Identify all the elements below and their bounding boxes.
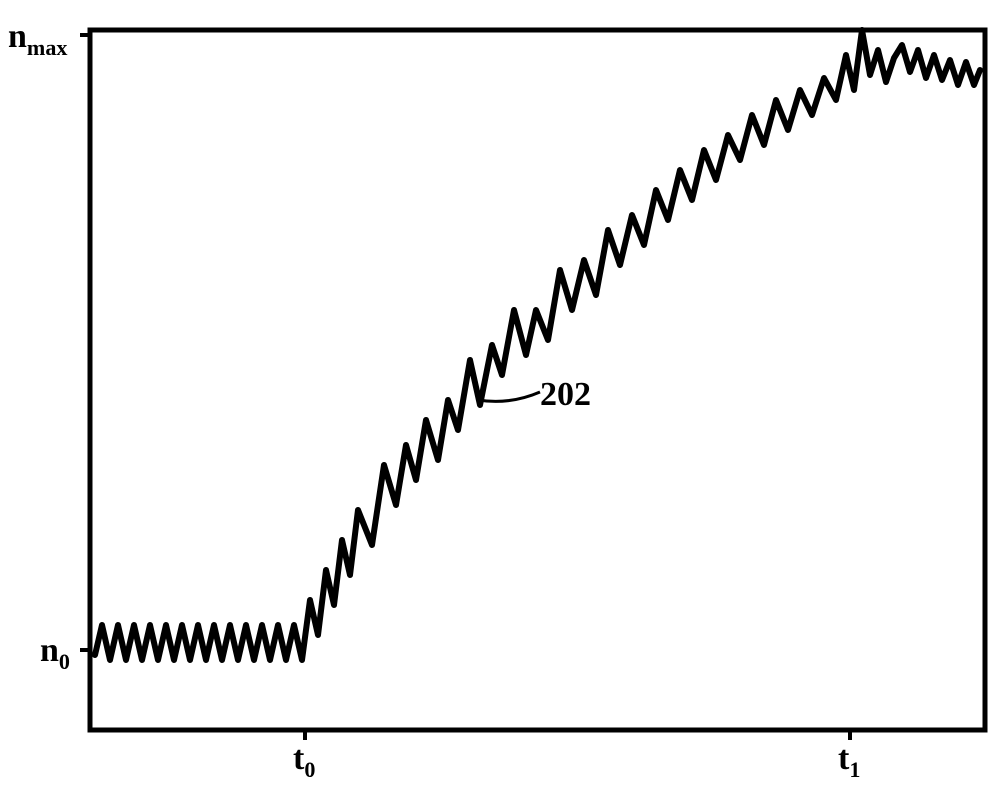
x-axis-label: t1 bbox=[838, 740, 860, 783]
y-axis-label: n0 bbox=[40, 632, 70, 675]
annotation-label: 202 bbox=[540, 376, 591, 414]
x-axis-label: t0 bbox=[293, 740, 315, 783]
chart-background bbox=[0, 0, 1000, 796]
chart-container: 202 n0 nmax t0 t1 bbox=[0, 0, 1000, 796]
y-axis-label: nmax bbox=[8, 18, 67, 61]
chart-svg bbox=[0, 0, 1000, 796]
